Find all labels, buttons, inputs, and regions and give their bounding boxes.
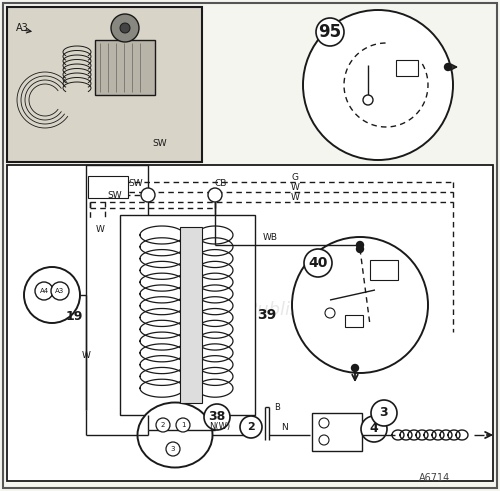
Text: W: W xyxy=(290,192,300,201)
Bar xyxy=(95,40,155,95)
Ellipse shape xyxy=(138,403,212,467)
Circle shape xyxy=(316,18,344,46)
Circle shape xyxy=(111,14,139,42)
Circle shape xyxy=(303,10,453,160)
Bar xyxy=(7,7,202,162)
Text: 39: 39 xyxy=(258,308,276,322)
Bar xyxy=(7,165,493,481)
Circle shape xyxy=(208,188,222,202)
Text: W: W xyxy=(82,351,90,359)
Bar xyxy=(396,60,418,76)
Bar xyxy=(88,176,128,198)
Text: SW: SW xyxy=(108,191,122,199)
Circle shape xyxy=(356,246,364,252)
Text: 38: 38 xyxy=(208,410,226,424)
Text: Bentley Publishers: Bentley Publishers xyxy=(172,301,338,319)
Text: SW: SW xyxy=(152,138,168,147)
Circle shape xyxy=(352,364,358,372)
Text: W: W xyxy=(96,225,104,235)
Text: 1: 1 xyxy=(181,422,185,428)
Circle shape xyxy=(176,418,190,432)
Text: CB: CB xyxy=(215,179,227,188)
Bar xyxy=(312,413,362,451)
Text: WB: WB xyxy=(262,233,278,242)
Circle shape xyxy=(156,418,170,432)
Circle shape xyxy=(363,95,373,105)
Circle shape xyxy=(319,418,329,428)
Text: 2: 2 xyxy=(161,422,165,428)
Text: 3: 3 xyxy=(380,407,388,419)
Text: G: G xyxy=(292,172,298,182)
Circle shape xyxy=(325,308,335,318)
Text: A6714: A6714 xyxy=(420,473,450,483)
Circle shape xyxy=(166,442,180,456)
Bar xyxy=(370,260,398,280)
Circle shape xyxy=(51,282,69,300)
Bar xyxy=(120,215,255,415)
Circle shape xyxy=(371,400,397,426)
Text: 3: 3 xyxy=(171,446,175,452)
Text: N: N xyxy=(282,422,288,432)
Circle shape xyxy=(292,237,428,373)
Text: W: W xyxy=(290,183,300,191)
Circle shape xyxy=(35,282,53,300)
Text: A4: A4 xyxy=(40,288,48,294)
Circle shape xyxy=(304,249,332,277)
Circle shape xyxy=(361,416,387,442)
Circle shape xyxy=(356,242,364,248)
Circle shape xyxy=(141,188,155,202)
Text: 95: 95 xyxy=(318,23,342,41)
Text: 4: 4 xyxy=(370,422,378,436)
Circle shape xyxy=(24,267,80,323)
Bar xyxy=(345,315,363,327)
Text: SW: SW xyxy=(128,179,144,188)
Circle shape xyxy=(444,63,452,71)
Circle shape xyxy=(204,404,230,430)
Bar xyxy=(180,227,202,403)
Text: A3: A3 xyxy=(56,288,64,294)
Text: 40: 40 xyxy=(308,256,328,270)
Circle shape xyxy=(319,435,329,445)
Text: N(W): N(W) xyxy=(210,422,231,432)
Text: 2: 2 xyxy=(247,422,255,432)
Text: A3: A3 xyxy=(16,23,28,33)
Text: B: B xyxy=(274,403,280,411)
Text: 19: 19 xyxy=(66,310,82,324)
Circle shape xyxy=(120,23,130,33)
Circle shape xyxy=(240,416,262,438)
